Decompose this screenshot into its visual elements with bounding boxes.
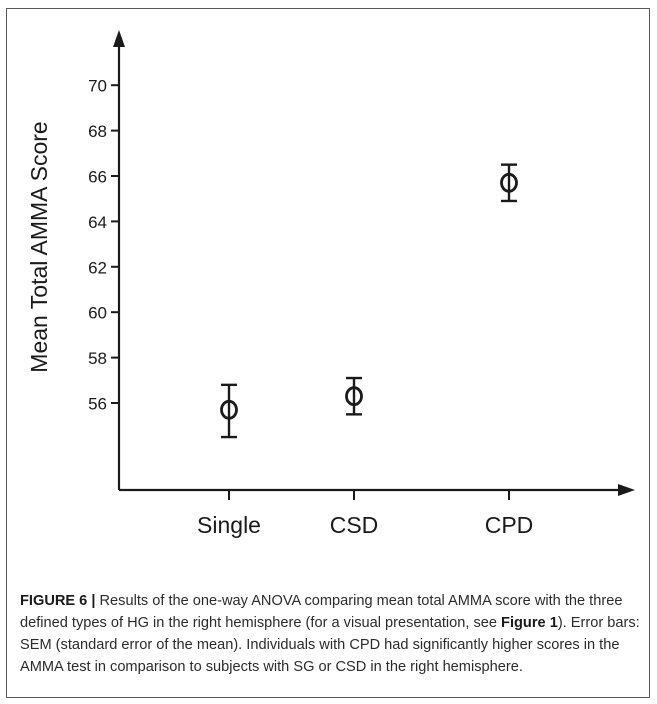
data-point-marker	[500, 172, 518, 193]
data-point-group	[500, 163, 518, 203]
axes	[113, 30, 635, 496]
x-axis-arrow	[618, 484, 635, 496]
y-tick-label: 60	[88, 304, 107, 323]
x-tick-label: CPD	[485, 512, 534, 538]
x-tick-label: Single	[197, 512, 261, 538]
data-point-marker	[345, 386, 363, 407]
y-tick-label: 70	[88, 77, 107, 96]
chart: 56 58 60 62 64 66 68 70 Single CSD CPD Mean Total…	[26, 30, 635, 538]
x-ticks: Single CSD CPD	[197, 490, 533, 538]
y-tick-label: 58	[88, 349, 107, 368]
y-ticks: 56 58 60 62 64 66 68 70	[88, 77, 119, 414]
caption-label: FIGURE 6 |	[20, 593, 96, 609]
y-tick-label: 64	[88, 213, 107, 232]
data-point-group	[345, 376, 363, 416]
figure-caption: FIGURE 6 | Results of the one-way ANOVA …	[20, 590, 640, 678]
x-tick-label: CSD	[330, 512, 379, 538]
data-point-marker	[220, 399, 238, 420]
y-tick-label: 56	[88, 395, 107, 414]
y-axis-label: Mean Total AMMA Score	[26, 121, 52, 372]
figure-frame	[6, 8, 650, 698]
data-points	[220, 163, 518, 439]
caption-text-2: ). Error bars: SEM (standard error of th…	[20, 615, 640, 675]
y-axis-arrow	[113, 30, 125, 47]
data-point-group	[220, 383, 238, 439]
y-tick-label: 68	[88, 122, 107, 141]
caption-figure-ref: Figure 1	[501, 615, 558, 631]
y-tick-label: 62	[88, 258, 107, 277]
caption-text-1: Results of the one-way ANOVA comparing m…	[20, 593, 623, 631]
y-tick-label: 66	[88, 168, 107, 187]
